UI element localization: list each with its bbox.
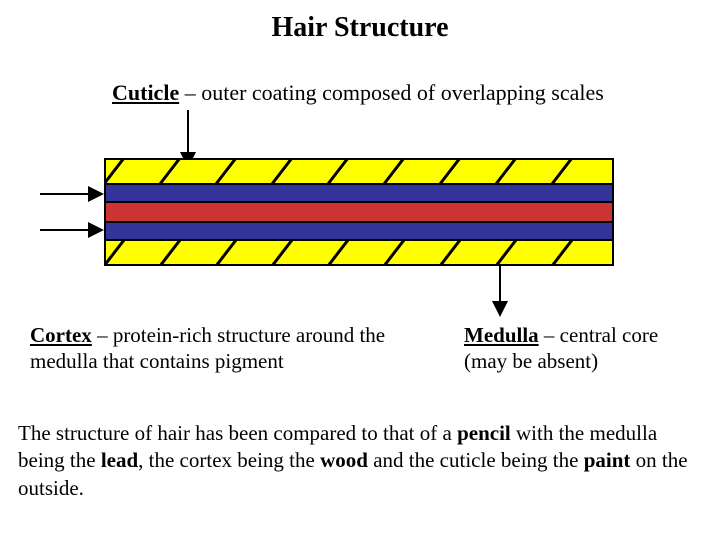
title-bar: Hair Structure bbox=[0, 0, 720, 55]
cortex-label: Cortex – protein-rich structure around t… bbox=[30, 322, 430, 375]
cortex-top-layer bbox=[104, 184, 614, 202]
para-bold-1: pencil bbox=[457, 421, 511, 445]
comparison-paragraph: The structure of hair has been compared … bbox=[18, 420, 708, 502]
para-seg-3: , the cortex being the bbox=[138, 448, 320, 472]
cortex-term: Cortex bbox=[30, 323, 92, 347]
para-bold-2: lead bbox=[101, 448, 138, 472]
page-title: Hair Structure bbox=[271, 12, 448, 44]
cuticle-top-layer bbox=[104, 158, 614, 184]
medulla-label: Medulla – central core (may be absent) bbox=[464, 322, 704, 375]
cuticle-label: Cuticle – outer coating composed of over… bbox=[112, 80, 604, 106]
cortex-bottom-layer bbox=[104, 222, 614, 240]
medulla-layer bbox=[104, 202, 614, 222]
para-seg-4: and the cuticle being the bbox=[368, 448, 584, 472]
para-seg-1: The structure of hair has been compared … bbox=[18, 421, 457, 445]
hair-diagram bbox=[104, 158, 614, 266]
para-bold-4: paint bbox=[584, 448, 631, 472]
cuticle-bottom-layer bbox=[104, 240, 614, 266]
medulla-term: Medulla bbox=[464, 323, 539, 347]
para-bold-3: wood bbox=[320, 448, 368, 472]
cuticle-desc: – outer coating composed of overlapping … bbox=[179, 80, 604, 105]
cuticle-term: Cuticle bbox=[112, 80, 179, 105]
